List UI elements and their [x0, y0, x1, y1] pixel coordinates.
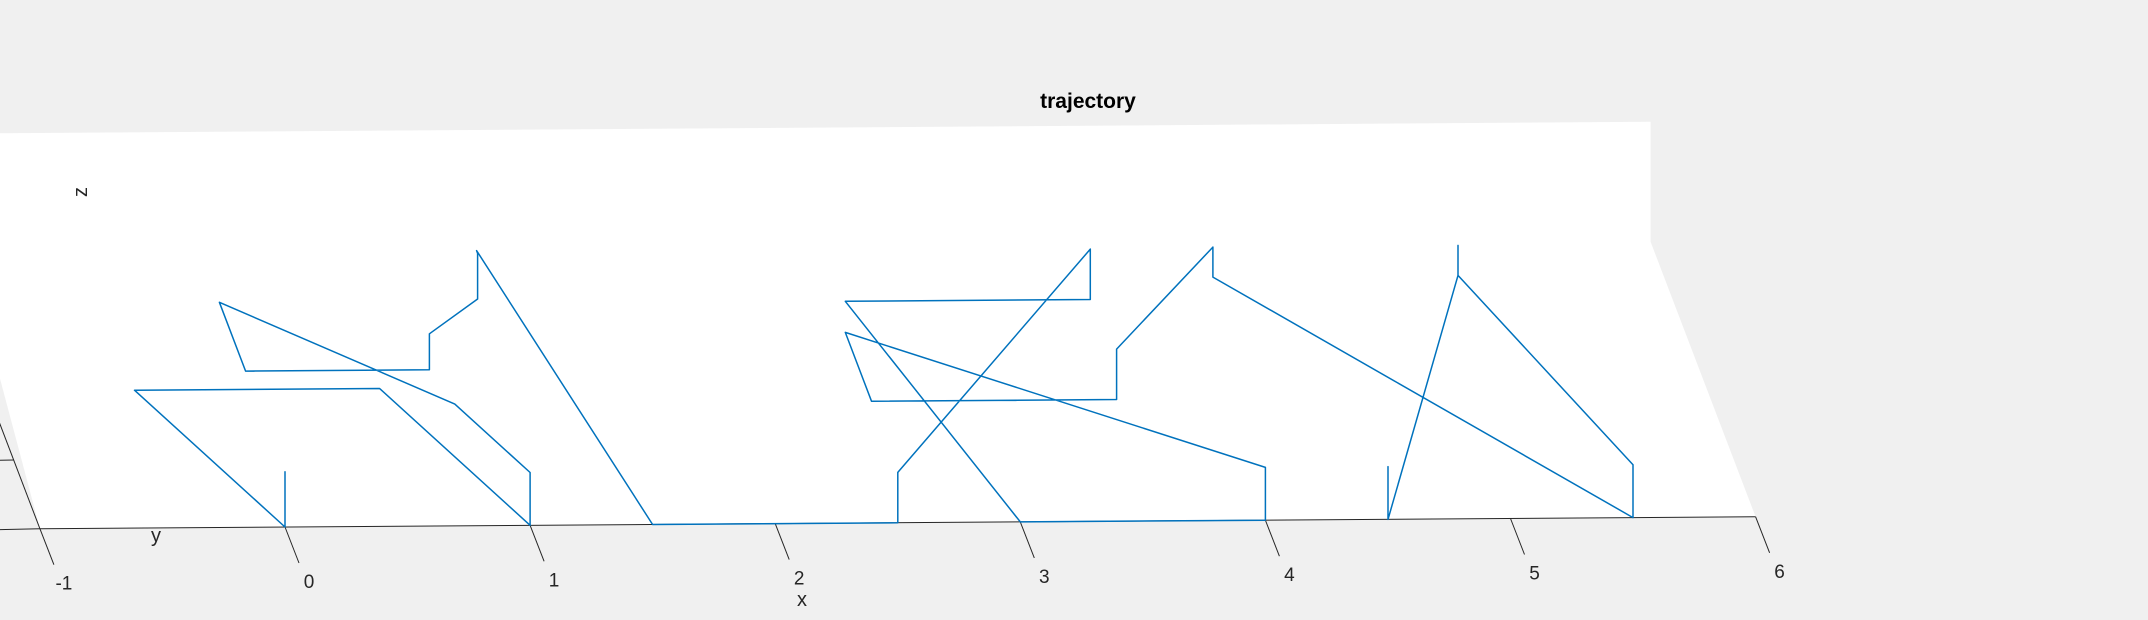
- z-axis-label: z: [70, 187, 92, 197]
- x-tick-label: 1: [549, 570, 560, 591]
- chart-title: trajectory: [1040, 90, 1136, 113]
- axes-background: [0, 121, 1756, 529]
- series-group: [133, 244, 1634, 528]
- x-tick: [1019, 521, 1035, 559]
- x-tick-label: 3: [1039, 567, 1050, 588]
- trajectory-line: [133, 244, 1634, 528]
- y-axis-label: y: [151, 525, 161, 547]
- y-tick: [0, 459, 14, 461]
- x-tick-label: 5: [1529, 564, 1540, 585]
- x-tick-label: 6: [1774, 562, 1785, 583]
- x-axis-label: x: [797, 589, 807, 611]
- x-tick: [39, 528, 55, 565]
- x-tick: [1264, 520, 1280, 557]
- y-tick: [0, 528, 40, 531]
- ticks: [0, 459, 1771, 565]
- x-tick: [1755, 516, 1771, 553]
- x-tick-label: 2: [794, 569, 805, 590]
- x-tick: [284, 526, 300, 564]
- x-tick-label: -1: [55, 574, 72, 595]
- y-axis-line: [0, 422, 41, 529]
- x-tick: [1510, 518, 1525, 555]
- x-tick: [529, 525, 545, 562]
- x-tick: [774, 523, 790, 560]
- x-tick-label: 0: [304, 572, 315, 593]
- x-tick-label: 4: [1284, 565, 1295, 586]
- tick-labels: -1012345600.511.5200.51: [55, 562, 1785, 595]
